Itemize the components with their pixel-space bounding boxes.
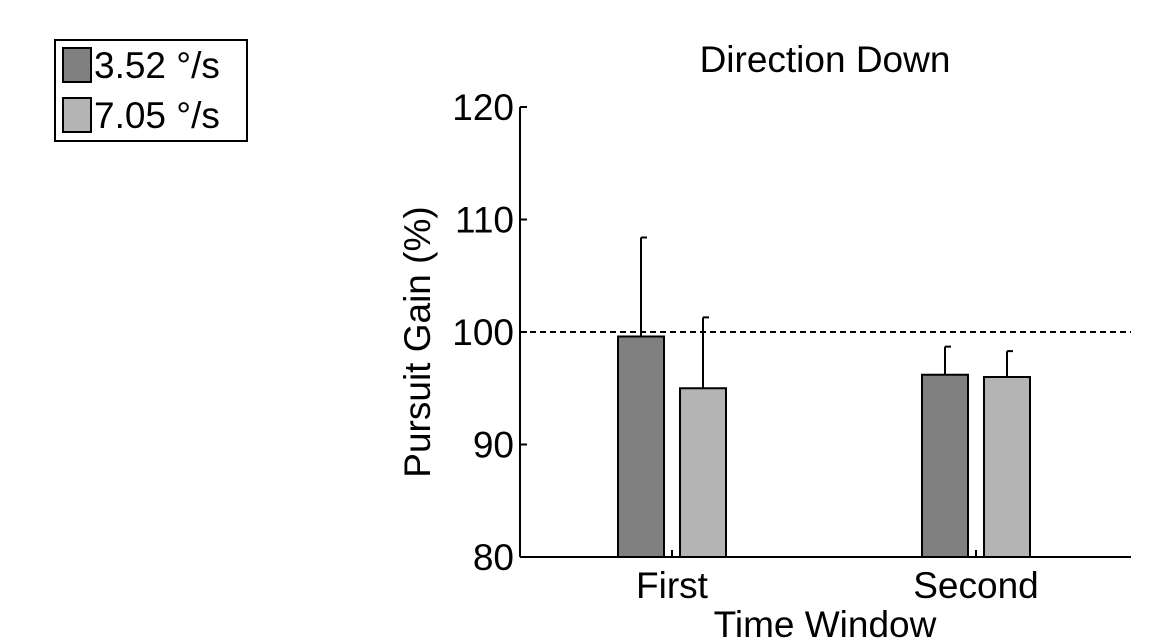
legend-label-series-2: 7.05 °/s <box>94 94 220 136</box>
y-axis-label: Pursuit Gain (%) <box>397 206 438 477</box>
bar <box>679 387 727 558</box>
bar <box>983 376 1031 558</box>
x-tick-label: Second <box>913 565 1039 606</box>
y-tick-label: 100 <box>452 312 514 353</box>
legend-item-series-2: 7.05 °/s <box>62 95 220 135</box>
legend: 3.52 °/s 7.05 °/s <box>54 39 248 142</box>
y-tick-label: 110 <box>455 200 514 241</box>
chart-title: Direction Down <box>700 39 951 80</box>
legend-label-series-1: 3.52 °/s <box>94 44 220 86</box>
x-axis-label: Time Window <box>714 604 937 643</box>
legend-item-series-1: 3.52 °/s <box>62 45 220 85</box>
y-tick-label: 120 <box>452 87 514 128</box>
bar <box>921 373 969 558</box>
legend-swatch-series-2 <box>62 97 92 133</box>
y-tick-label: 90 <box>473 425 514 466</box>
legend-swatch-series-1 <box>62 47 92 83</box>
x-tick-label: First <box>636 565 709 606</box>
bar <box>617 335 665 558</box>
y-tick-label: 80 <box>473 537 514 578</box>
